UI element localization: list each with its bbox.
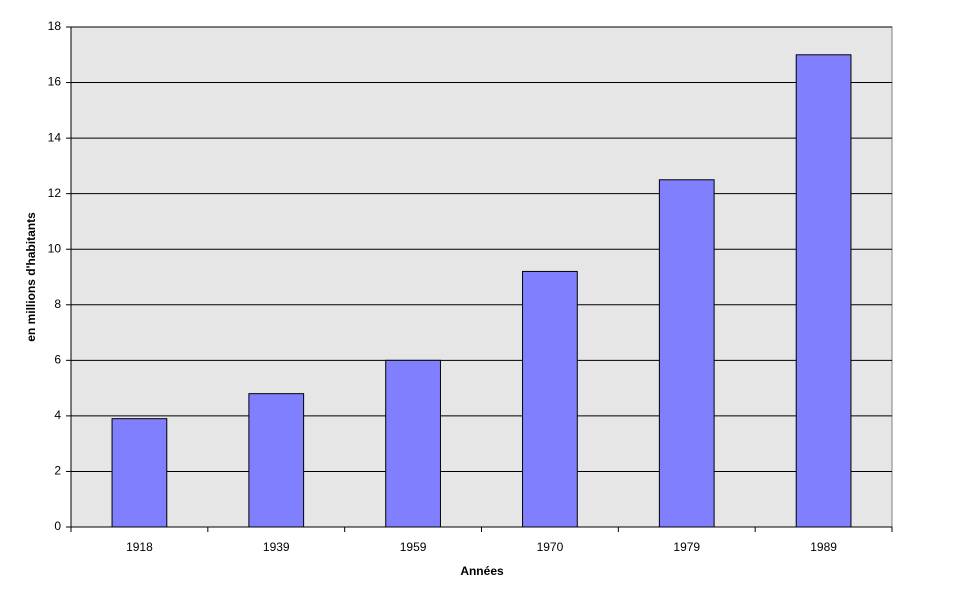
x-tick-label: 1970: [537, 540, 564, 554]
y-axis-title: en millions d'habitants: [24, 212, 38, 342]
y-tick-label: 4: [54, 408, 61, 422]
bar: [248, 393, 305, 528]
y-tick-label: 2: [54, 464, 61, 478]
y-tick-label: 0: [54, 519, 61, 533]
bar: [795, 54, 852, 528]
bar: [658, 179, 715, 528]
y-tick-label: 14: [48, 130, 62, 144]
x-tick-label: 1989: [810, 540, 837, 554]
x-tick-label: 1979: [673, 540, 700, 554]
y-tick-label: 18: [48, 19, 62, 33]
bar: [522, 270, 578, 528]
y-tick-label: 8: [54, 297, 61, 311]
bar: [111, 418, 168, 528]
x-axis-title: Années: [460, 564, 504, 578]
x-tick-label: 1959: [400, 540, 427, 554]
plot-area: [70, 26, 893, 528]
bar: [385, 359, 441, 528]
y-tick-label: 6: [54, 353, 61, 367]
x-tick-label: 1939: [263, 540, 290, 554]
y-tick-label: 10: [48, 241, 62, 255]
x-tick-label: 1918: [126, 540, 153, 554]
y-tick-label: 12: [48, 186, 62, 200]
y-tick-label: 16: [48, 75, 62, 89]
